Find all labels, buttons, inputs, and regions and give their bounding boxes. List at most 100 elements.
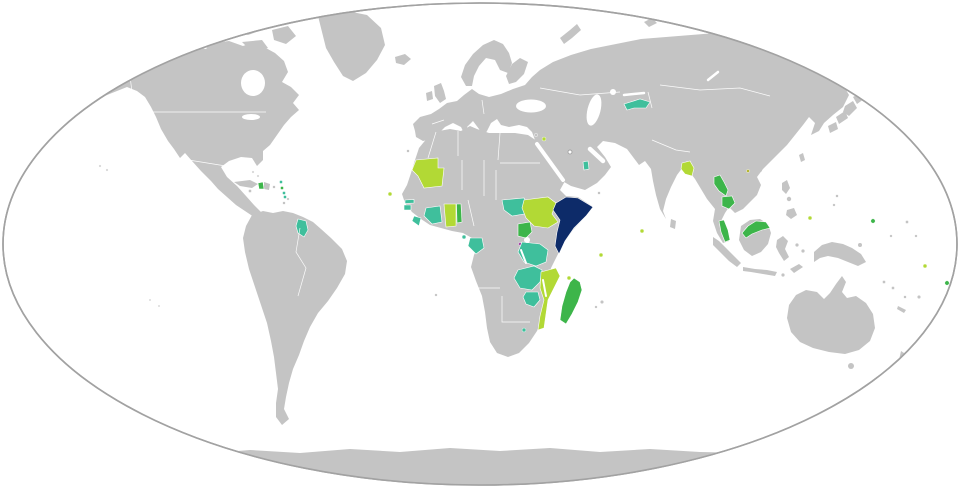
kuwait-ring — [567, 149, 573, 155]
persian-gulf — [587, 146, 606, 164]
country-somalia — [552, 196, 594, 255]
australia — [787, 276, 875, 354]
bahamas-2 — [256, 174, 260, 178]
country-gambia — [404, 199, 415, 204]
country-samoa — [944, 280, 950, 286]
country-seychelles — [598, 252, 604, 258]
reunion — [594, 305, 598, 309]
mauritius — [599, 299, 605, 305]
lake-tanganyika — [520, 249, 527, 264]
lakes — [241, 70, 720, 297]
northern-marianas — [832, 203, 836, 207]
canary-islands — [406, 149, 410, 153]
country-palau — [807, 215, 813, 221]
country-cambodia — [721, 195, 736, 210]
scandinavia — [461, 40, 528, 86]
hudson-bay — [241, 70, 265, 96]
country-malaysia-east — [741, 220, 771, 239]
trinidad — [282, 201, 286, 205]
antarctica — [152, 448, 806, 485]
country-cote-divoire — [423, 205, 443, 225]
vanuatu — [903, 295, 907, 299]
country-laos — [713, 174, 729, 197]
black-sea — [516, 99, 546, 113]
country-haiti — [257, 181, 265, 190]
country-saint-vincent-grenadines — [283, 195, 287, 199]
country-ghana-togo — [443, 203, 457, 228]
country-saint-lucia — [282, 191, 286, 195]
french-polynesia-1 — [148, 298, 152, 302]
country-micronesia — [870, 218, 876, 224]
red-sea — [535, 142, 565, 182]
dominican-republic — [264, 182, 270, 190]
cuba — [234, 180, 258, 188]
nauru — [889, 234, 893, 238]
moluccas-1 — [795, 243, 799, 247]
socotra — [597, 191, 601, 195]
marshall-islands — [905, 220, 909, 224]
country-ethiopia — [521, 196, 559, 229]
japan — [828, 64, 864, 133]
country-malaysia-peninsular — [718, 219, 731, 243]
indonesia — [713, 219, 803, 276]
country-cape-verde — [387, 191, 393, 197]
baltic-sea — [492, 72, 504, 92]
greenland — [318, 10, 385, 81]
country-zimbabwe — [522, 291, 541, 308]
hawaii-2 — [105, 168, 109, 172]
taiwan — [799, 153, 805, 162]
british-isles — [426, 83, 446, 103]
hainan — [758, 168, 762, 172]
fiji — [916, 294, 922, 300]
kiribati — [914, 234, 918, 238]
country-benin — [456, 203, 463, 224]
puerto-rico — [272, 185, 276, 189]
country-tuvalu — [922, 263, 928, 269]
aral-sea — [610, 89, 616, 95]
iceland — [395, 54, 411, 65]
saint-helena — [434, 293, 438, 297]
country-zambia — [513, 265, 543, 291]
country-dominica — [280, 186, 284, 190]
jamaica — [248, 189, 252, 193]
hawaii-1 — [98, 164, 102, 168]
country-sao-tome-and-principe — [461, 234, 467, 240]
nusa-tenggara — [781, 273, 785, 277]
philippines-visayas — [786, 196, 792, 202]
philippines — [782, 180, 797, 219]
country-lebanon — [541, 136, 547, 142]
caspian-sea — [586, 94, 602, 126]
solomon-2 — [891, 286, 895, 290]
sri-lanka — [670, 219, 676, 229]
cyprus — [534, 133, 538, 137]
country-eswatini — [521, 327, 527, 333]
country-macau — [746, 169, 750, 173]
country-uganda — [517, 221, 533, 239]
lake-balkhash — [622, 91, 646, 97]
gray-islands — [98, 133, 922, 313]
country-borders — [127, 59, 771, 323]
country-sierra-leone — [411, 215, 422, 227]
country-kyrgyzstan — [623, 98, 651, 111]
bahamas-1 — [251, 170, 255, 174]
lake-baikal — [706, 70, 720, 82]
guam — [835, 194, 839, 198]
solomon-1 — [882, 280, 886, 284]
country-comoros — [566, 275, 572, 281]
country-maldives — [639, 228, 645, 234]
country-madagascar — [559, 277, 583, 325]
country-qatar — [582, 160, 590, 171]
country-bangladesh — [680, 160, 695, 177]
new-caledonia — [897, 306, 906, 313]
country-gabon — [467, 237, 485, 255]
great-lakes — [242, 114, 260, 120]
eurasia — [413, 33, 901, 243]
country-south-sudan — [501, 197, 529, 217]
lake-victoria — [524, 237, 530, 243]
tasmania — [848, 363, 854, 369]
moluccas-2 — [801, 249, 805, 253]
french-polynesia-2 — [157, 304, 161, 308]
new-guinea — [814, 242, 866, 266]
